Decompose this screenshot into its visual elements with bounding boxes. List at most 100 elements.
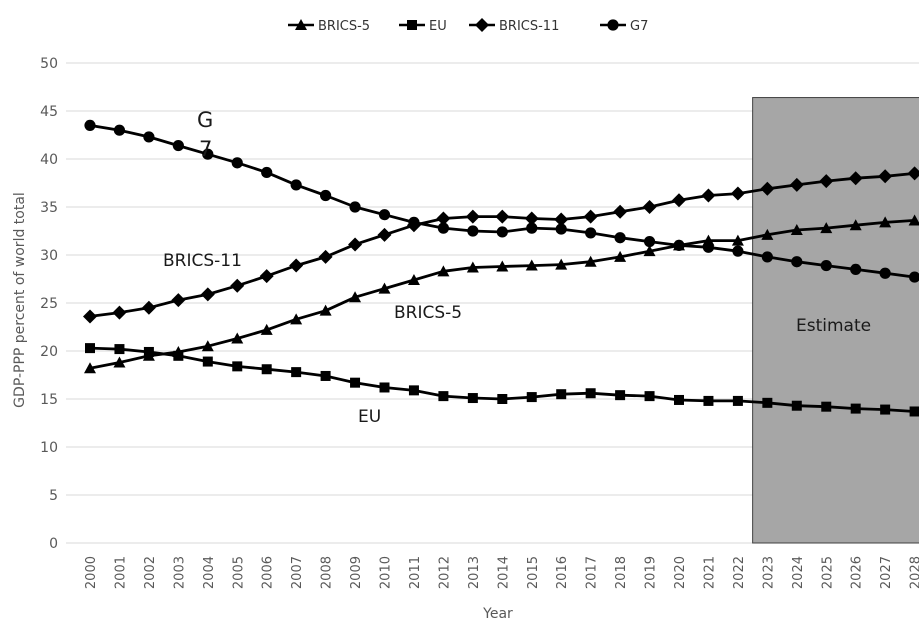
data-point-g7: [614, 232, 626, 244]
x-tick-label: 2007: [290, 556, 305, 589]
x-tick-label: 2028: [909, 556, 919, 589]
data-point-brics-5: [113, 356, 126, 368]
data-point-brics-5: [378, 282, 391, 294]
annotation-eu: EU: [358, 407, 381, 427]
data-point-brics-11: [907, 166, 919, 181]
data-point-eu: [497, 394, 508, 404]
data-point-brics-11: [495, 209, 510, 224]
data-point-g7: [143, 131, 155, 143]
data-point-g7: [761, 251, 773, 263]
data-point-brics-5: [731, 234, 744, 246]
x-tick-label: 2005: [231, 556, 246, 589]
data-point-eu: [350, 377, 361, 388]
y-axis: 0 5 10 15 20 25 30 35 40 45 50: [40, 56, 58, 552]
data-point-brics-11: [289, 258, 304, 273]
data-point-brics-11: [848, 171, 863, 186]
data-point-eu: [291, 367, 302, 378]
x-tick-label: 2020: [673, 556, 688, 589]
x-axis-title: Year: [482, 606, 513, 622]
x-tick-label: 2011: [408, 556, 423, 589]
x-tick-label: 2026: [850, 556, 865, 589]
data-point-brics-5: [761, 228, 774, 240]
y-tick-label: 25: [40, 296, 58, 312]
estimate-shaded-box: [752, 97, 919, 544]
data-point-brics-11: [377, 227, 392, 242]
x-tick-label: 2012: [437, 556, 452, 589]
annotation-g7-line2: 7: [199, 137, 212, 161]
data-point-eu: [467, 393, 478, 404]
data-point-brics-5: [584, 255, 597, 267]
data-point-brics-5: [555, 258, 568, 270]
data-point-eu: [379, 382, 390, 393]
data-point-g7: [467, 225, 479, 237]
data-point-brics-11: [672, 193, 686, 208]
legend-marker-brics-5: [295, 19, 307, 30]
data-point-brics-11: [465, 209, 480, 224]
data-point-brics-5: [231, 332, 244, 344]
data-point-g7: [408, 216, 420, 228]
data-point-g7: [820, 259, 832, 272]
legend-marker-g7: [607, 19, 619, 31]
data-point-brics-11: [171, 293, 186, 308]
annotation-brics-5: BRICS-5: [394, 303, 462, 323]
annotation-brics-11: BRICS-11: [163, 251, 242, 271]
series-lines: [83, 119, 919, 417]
data-point-brics-5: [407, 273, 420, 285]
data-point-brics-11: [878, 169, 893, 184]
data-point-brics-11: [642, 200, 657, 214]
data-point-eu: [644, 391, 655, 402]
data-point-eu: [114, 344, 125, 355]
data-point-brics-11: [318, 249, 333, 264]
data-point-brics-11: [141, 300, 156, 315]
x-tick-label: 2024: [791, 556, 806, 589]
y-tick-label: 30: [40, 248, 58, 264]
y-tick-label: 0: [49, 536, 58, 552]
data-point-brics-11: [583, 209, 598, 224]
data-point-brics-5: [820, 222, 833, 234]
data-point-brics-5: [349, 291, 362, 303]
data-point-g7: [850, 263, 862, 275]
data-point-brics-11: [200, 287, 215, 302]
data-point-eu: [732, 395, 743, 406]
x-tick-label: 2013: [467, 556, 482, 589]
data-point-brics-11: [554, 212, 569, 227]
data-point-brics-5: [879, 216, 892, 228]
data-point-brics-11: [259, 269, 274, 284]
legend-label: BRICS-5: [318, 19, 370, 34]
data-point-eu: [526, 392, 537, 403]
y-tick-label: 35: [40, 200, 58, 216]
x-tick-label: 2021: [702, 556, 717, 589]
data-point-eu: [674, 394, 684, 405]
y-tick-label: 45: [40, 104, 58, 120]
data-point-g7: [113, 124, 126, 136]
data-point-brics-5: [84, 362, 96, 374]
x-tick-label: 2001: [113, 556, 128, 589]
legend-item-eu: EU: [399, 19, 447, 34]
x-tick-label: 2003: [172, 556, 187, 589]
data-point-brics-5: [849, 219, 862, 231]
data-point-g7: [702, 241, 715, 253]
data-point-g7: [349, 201, 361, 213]
data-point-eu: [850, 403, 861, 414]
data-point-brics-11: [348, 237, 363, 252]
data-point-g7: [437, 222, 449, 234]
legend-label: EU: [429, 19, 447, 34]
data-point-eu: [202, 356, 213, 367]
data-point-brics-5: [290, 313, 303, 325]
data-point-eu: [703, 395, 714, 406]
data-point-brics-11: [613, 204, 628, 219]
data-point-g7: [290, 179, 302, 191]
data-point-brics-11: [730, 186, 745, 201]
y-tick-label: 10: [40, 440, 58, 456]
data-point-brics-5: [260, 323, 273, 335]
data-point-brics-11: [789, 177, 804, 192]
legend-label: BRICS-11: [499, 19, 559, 34]
series-eu: [85, 343, 919, 417]
x-tick-label: 2018: [614, 556, 629, 589]
data-point-eu: [585, 388, 596, 399]
legend-marker-brics-11: [475, 18, 489, 32]
data-point-g7: [231, 157, 243, 169]
data-point-brics-5: [201, 340, 214, 352]
x-tick-label: 2015: [526, 556, 541, 589]
